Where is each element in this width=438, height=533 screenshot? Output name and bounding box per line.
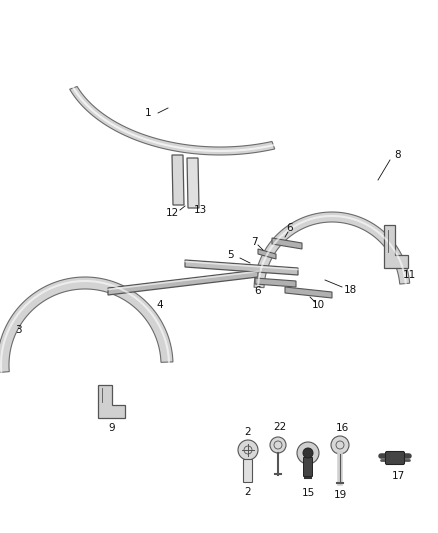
Polygon shape [272, 238, 302, 249]
Polygon shape [98, 385, 125, 418]
Polygon shape [187, 158, 199, 208]
Text: 16: 16 [336, 423, 349, 433]
FancyBboxPatch shape [244, 459, 252, 482]
Polygon shape [255, 278, 296, 287]
FancyBboxPatch shape [385, 451, 405, 464]
Text: 3: 3 [15, 325, 21, 335]
Text: 15: 15 [301, 488, 314, 498]
Polygon shape [258, 249, 276, 259]
Polygon shape [285, 287, 332, 298]
Text: 22: 22 [273, 422, 286, 432]
Text: 19: 19 [333, 490, 346, 500]
Text: 18: 18 [343, 285, 357, 295]
Text: 4: 4 [157, 300, 163, 310]
Polygon shape [384, 225, 408, 268]
Circle shape [303, 448, 313, 458]
Text: 13: 13 [193, 205, 207, 215]
Text: 8: 8 [395, 150, 401, 160]
Text: 6: 6 [254, 286, 261, 296]
Text: 1: 1 [145, 108, 151, 118]
Polygon shape [254, 212, 410, 288]
Polygon shape [185, 260, 298, 275]
FancyBboxPatch shape [304, 457, 312, 477]
Circle shape [297, 442, 319, 464]
Text: 5: 5 [227, 250, 233, 260]
Text: 6: 6 [287, 223, 293, 233]
Text: 2: 2 [245, 427, 251, 437]
Text: 12: 12 [166, 208, 179, 218]
Circle shape [238, 440, 258, 460]
Text: 17: 17 [392, 471, 405, 481]
Text: 2: 2 [245, 487, 251, 497]
Polygon shape [0, 277, 173, 373]
Text: 10: 10 [311, 300, 325, 310]
Polygon shape [172, 155, 184, 205]
Text: 7: 7 [251, 237, 257, 247]
Polygon shape [108, 270, 258, 295]
Polygon shape [70, 86, 275, 155]
Text: 9: 9 [109, 423, 115, 433]
Text: 11: 11 [403, 270, 416, 280]
Circle shape [331, 436, 349, 454]
Circle shape [270, 437, 286, 453]
